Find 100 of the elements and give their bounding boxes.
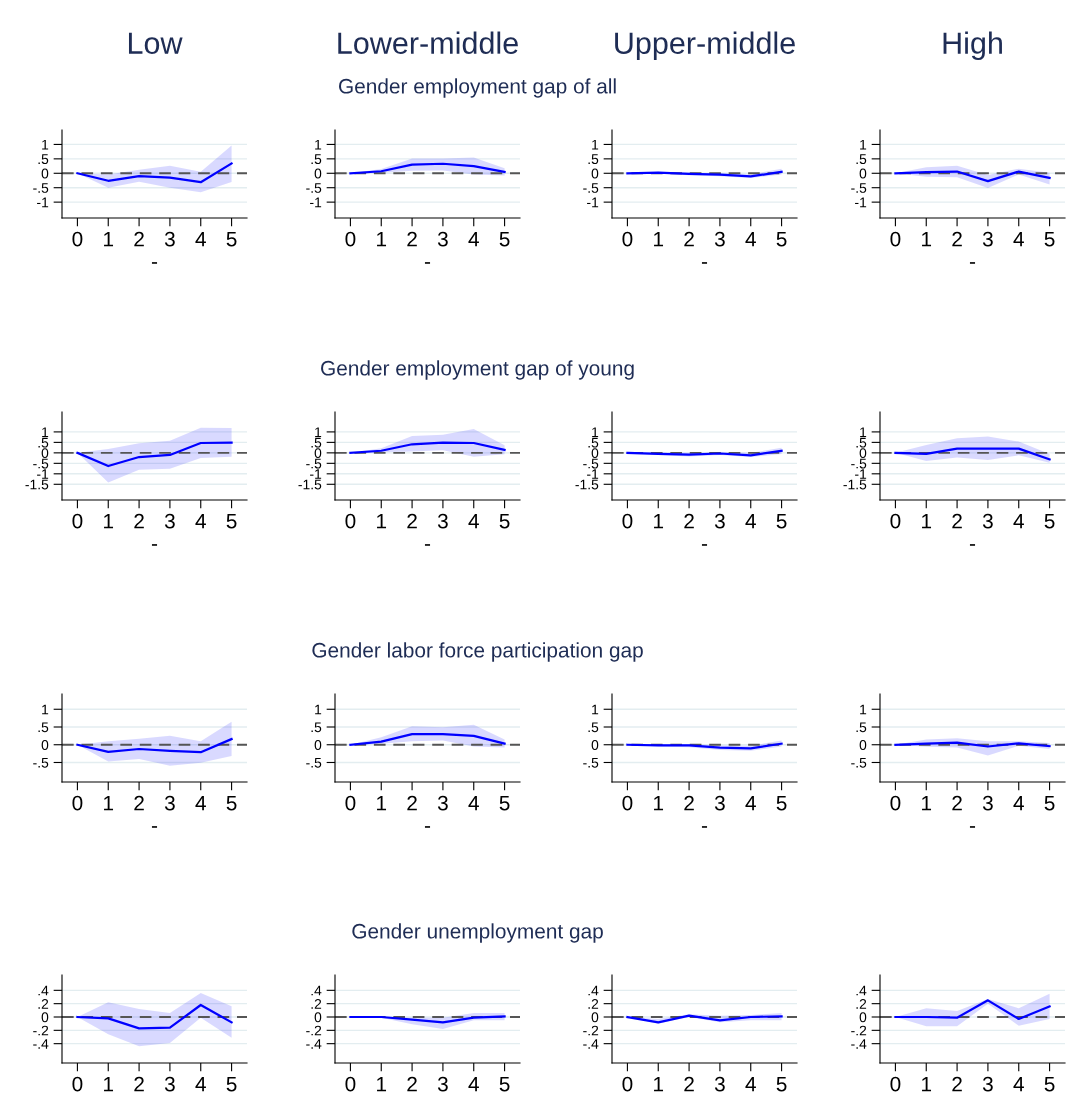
y-tick-label: 1: [42, 139, 49, 150]
y-tick-label: 1: [860, 427, 867, 437]
x-tick-label: 1: [922, 513, 932, 529]
y-tick-label: 0: [591, 740, 599, 750]
x-tick-label: 3: [164, 1076, 175, 1092]
chart-subtitle: Gender unemployment gap: [352, 923, 603, 943]
line-series: [76, 737, 233, 754]
y-tick-label: -1: [855, 197, 867, 208]
y-tick-label: 1: [42, 427, 49, 437]
y-tick-label: -.5: [851, 458, 867, 469]
x-tick-label: 4: [195, 513, 206, 529]
x-tick-label: 5: [499, 231, 510, 247]
line-series: [76, 441, 233, 468]
y-tick-label: -.2: [851, 1025, 867, 1036]
x-tick-label: 3: [437, 513, 448, 529]
x-axis-title: -: [424, 262, 431, 264]
y-tick-label: 0: [859, 168, 867, 179]
x-tick-label: 5: [1044, 795, 1055, 811]
x-tick-label: 1: [377, 1076, 387, 1092]
x-tick-label: 2: [134, 513, 144, 529]
y-tick-label: -1: [587, 197, 599, 208]
chart-subtitle: Gender employment gap of young: [321, 360, 634, 380]
chart-title: Lower-middle: [338, 31, 518, 54]
x-tick-label: 5: [776, 513, 787, 529]
x-axis-title: -: [969, 826, 976, 828]
y-tick-label: -.5: [583, 757, 599, 768]
x-tick-label: 3: [982, 231, 993, 247]
y-tick-label: .4: [38, 985, 49, 996]
chart-title: Upper-middle: [615, 31, 795, 60]
x-tick-label: 2: [952, 1076, 962, 1092]
x-tick-label: 2: [684, 1076, 694, 1092]
chart-title: Low: [128, 32, 183, 54]
y-tick-label: 1: [860, 139, 867, 150]
x-tick-label: 0: [890, 513, 901, 529]
x-tick-label: 0: [890, 795, 901, 811]
y-tick-label: -.5: [306, 183, 322, 193]
y-tick-label: .2: [856, 999, 867, 1009]
y-tick-label: 0: [591, 168, 599, 179]
x-tick-label: 1: [104, 1076, 114, 1092]
y-tick-label: 0: [859, 740, 867, 750]
y-tick-label: 0: [314, 1012, 322, 1023]
x-tick-label: 2: [134, 231, 144, 247]
x-tick-label: 5: [776, 231, 787, 247]
y-tick-label: 1: [315, 139, 322, 150]
y-tick-label: -.5: [583, 458, 599, 469]
x-tick-label: 2: [407, 795, 417, 811]
y-tick-label: .4: [856, 985, 867, 996]
x-tick-label: 0: [890, 231, 901, 247]
y-tick-label: -.5: [306, 458, 322, 469]
x-tick-label: 0: [345, 795, 356, 811]
x-tick-label: 3: [714, 513, 725, 529]
chart-subtitle: Gender employment gap of all: [339, 78, 616, 98]
y-tick-label: -1.5: [575, 479, 599, 490]
x-tick-label: 4: [195, 231, 206, 247]
y-tick-label: -.5: [583, 183, 599, 193]
x-tick-label: 1: [654, 795, 664, 811]
chart-subtitle: Gender labor force participation gap: [312, 642, 643, 662]
x-tick-label: 1: [654, 1076, 664, 1092]
y-tick-label: -.2: [33, 1025, 49, 1036]
x-tick-label: 2: [134, 795, 144, 811]
x-tick-label: 5: [499, 1076, 510, 1092]
x-tick-label: 0: [72, 795, 83, 811]
x-tick-label: 4: [468, 795, 479, 811]
line-series: [894, 447, 1051, 461]
y-tick-label: -.5: [306, 757, 322, 768]
y-tick-label: -.5: [851, 757, 867, 768]
x-axis-title: -: [701, 826, 708, 828]
y-tick-label: .5: [38, 437, 49, 448]
line-series: [894, 999, 1051, 1021]
y-tick-label: -.4: [583, 1039, 599, 1049]
x-axis-title: -: [151, 826, 158, 828]
y-tick-label: 1: [315, 704, 322, 715]
y-tick-label: .5: [856, 154, 867, 165]
y-tick-label: .2: [311, 999, 322, 1009]
x-tick-label: 3: [714, 231, 725, 247]
line-series: [76, 1003, 233, 1030]
x-tick-label: 3: [437, 795, 448, 811]
chart-title: High: [943, 31, 1002, 60]
x-tick-label: 2: [952, 513, 962, 529]
y-tick-label: -.2: [306, 1025, 322, 1036]
x-axis-title: -: [969, 262, 976, 264]
y-tick-label: -.4: [851, 1039, 867, 1049]
x-axis-title: -: [701, 262, 708, 264]
y-tick-label: -1.5: [843, 479, 867, 490]
x-tick-label: 0: [72, 513, 83, 529]
x-tick-label: 3: [714, 1076, 725, 1092]
y-tick-label: .2: [588, 999, 599, 1009]
x-tick-label: 4: [195, 795, 206, 811]
x-tick-label: 5: [776, 795, 787, 811]
x-tick-label: 3: [437, 1076, 448, 1092]
y-tick-label: -1: [37, 469, 49, 479]
x-tick-label: 0: [72, 231, 83, 247]
y-tick-label: -1: [310, 197, 322, 208]
y-tick-label: .5: [311, 154, 322, 165]
x-tick-label: 4: [1013, 231, 1024, 247]
y-tick-label: 0: [591, 448, 599, 459]
y-tick-label: 0: [859, 1012, 867, 1023]
x-tick-label: 1: [922, 231, 932, 247]
x-tick-label: 1: [922, 795, 932, 811]
y-tick-label: 0: [41, 448, 49, 459]
